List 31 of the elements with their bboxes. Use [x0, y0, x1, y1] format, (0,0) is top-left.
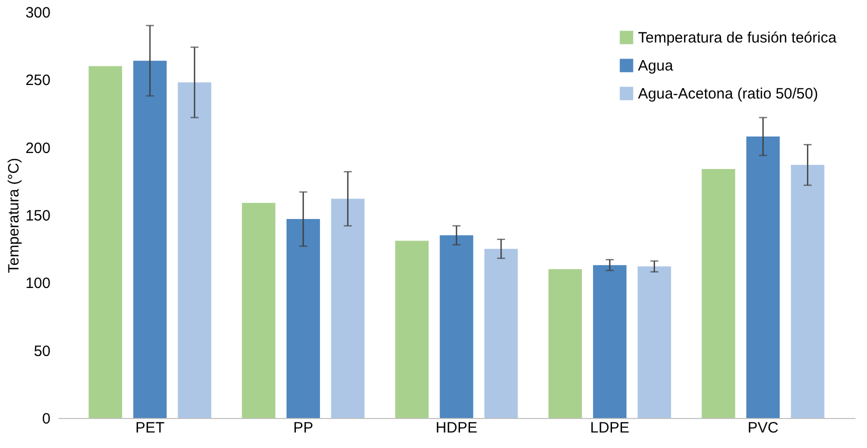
x-tick-label: PET: [135, 420, 165, 436]
bar: [593, 265, 626, 418]
x-tick-label: LDPE: [590, 420, 630, 436]
y-tick-label: 250: [25, 72, 50, 90]
bar: [331, 198, 365, 418]
legend-label: Temperatura de fusión teórica: [638, 30, 838, 46]
bar: [242, 202, 276, 418]
y-tick-label: 100: [25, 275, 50, 292]
x-tick-label: HDPE: [436, 420, 478, 436]
y-tick-label: 200: [25, 140, 50, 157]
y-tick-label: 300: [25, 4, 50, 22]
legend-label: Agua: [638, 58, 674, 74]
bar: [395, 240, 429, 418]
y-tick-label: 150: [25, 208, 50, 224]
y-tick-label: 0: [42, 410, 50, 428]
legend-label: Agua-Acetona (ratio 50/50): [638, 86, 818, 102]
bar: [88, 66, 122, 418]
bar: [286, 219, 320, 418]
bar: [746, 136, 780, 418]
bar: [133, 60, 167, 418]
bar: [790, 164, 824, 418]
bar: [440, 235, 474, 418]
y-axis-title: Temperatura (°C): [5, 158, 22, 274]
x-tick-label: PVC: [748, 420, 779, 436]
bar: [178, 82, 212, 418]
bar: [548, 269, 582, 418]
bar: [638, 266, 672, 418]
bar: [702, 168, 736, 418]
y-tick-label: 50: [34, 342, 50, 360]
x-tick-label: PP: [293, 420, 314, 436]
bar: [484, 248, 518, 418]
